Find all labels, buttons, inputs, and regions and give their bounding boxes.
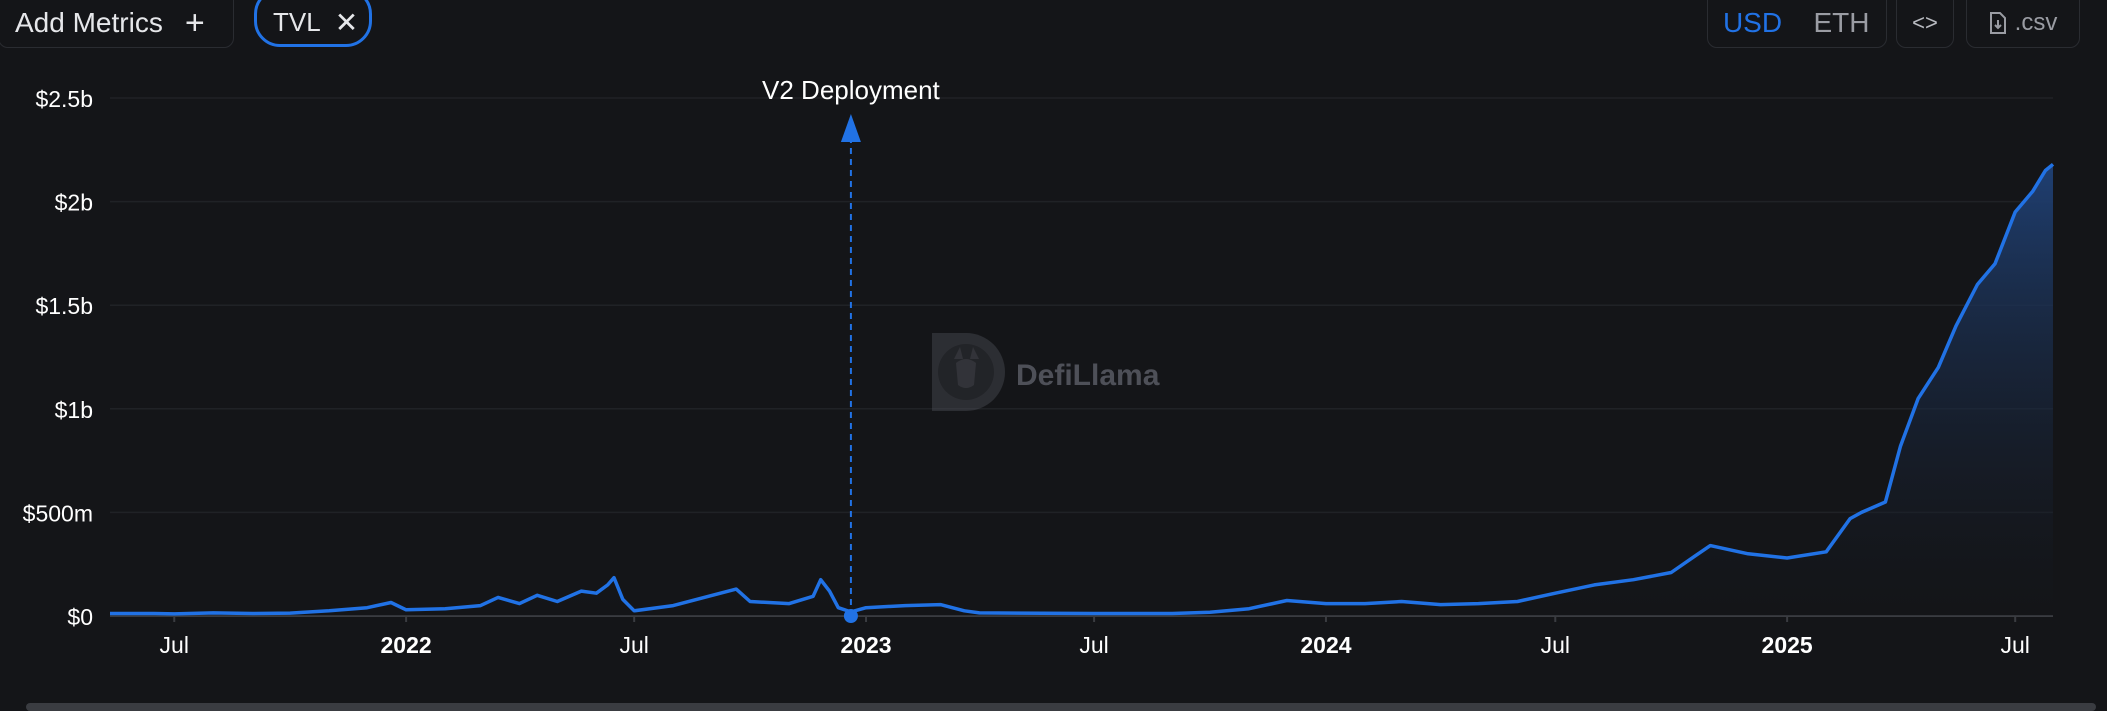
- annotation-point: [843, 609, 858, 623]
- y-tick-label: $500m: [23, 500, 93, 526]
- watermark-label: DefiLlama: [1016, 359, 1160, 392]
- x-tick-label: 2024: [1300, 632, 1351, 658]
- download-csv-button[interactable]: .csv: [1966, 0, 2080, 48]
- embed-button[interactable]: <>: [1896, 0, 1954, 48]
- y-tick-label: $1.5b: [35, 293, 93, 319]
- chart-range-scrollbar[interactable]: [26, 703, 2096, 711]
- llama-logo-icon: [932, 333, 1005, 411]
- v2-deployment-annotation: V2 Deployment: [762, 75, 941, 623]
- annotation-label: V2 Deployment: [762, 75, 941, 105]
- y-tick-label: $1b: [55, 397, 93, 423]
- x-tick-label: Jul: [619, 632, 648, 658]
- currency-option-eth[interactable]: ETH: [1813, 7, 1870, 38]
- currency-toggle: USD ETH: [1707, 0, 1887, 48]
- close-icon[interactable]: ✕: [334, 7, 359, 38]
- currency-option-usd[interactable]: USD: [1722, 7, 1783, 38]
- x-tick-label: Jul: [1541, 632, 1570, 658]
- code-icon: <>: [1912, 10, 1938, 35]
- add-metrics-label: Add Metrics: [15, 7, 163, 38]
- x-tick-label: Jul: [160, 632, 189, 658]
- x-tick-label: Jul: [2000, 632, 2029, 658]
- x-tick-label: 2023: [840, 632, 891, 658]
- x-tick-label: Jul: [1079, 632, 1108, 658]
- file-download-icon: [1989, 12, 2006, 34]
- metric-pill-label: TVL: [273, 7, 321, 37]
- y-tick-label: $0: [67, 604, 93, 630]
- add-metrics-button[interactable]: Add Metrics +: [0, 0, 234, 48]
- chart-toolbar: Add Metrics + TVL ✕ USD ETH <> .csv: [0, 0, 2107, 50]
- tvl-series-line: [110, 162, 2055, 616]
- csv-label: .csv: [2014, 9, 2058, 36]
- annotation-arrow-icon: [840, 114, 861, 142]
- y-tick-label: $2.5b: [35, 86, 93, 112]
- watermark: DefiLlama: [932, 333, 1160, 411]
- chart-grid: [110, 97, 2053, 617]
- y-tick-label: $2b: [55, 190, 93, 216]
- x-tick-label: 2025: [1762, 632, 1813, 658]
- x-tick-label: 2022: [381, 632, 432, 658]
- metric-pill-tvl[interactable]: TVL ✕: [254, 0, 372, 47]
- x-axis: Jul 2022 Jul 2023 Jul 2024 Jul 2025 Jul: [160, 616, 2030, 658]
- plus-icon: +: [184, 4, 205, 42]
- y-axis: $0 $500m $1b $1.5b $2b $2.5b: [23, 86, 93, 630]
- tvl-area: [110, 164, 2053, 617]
